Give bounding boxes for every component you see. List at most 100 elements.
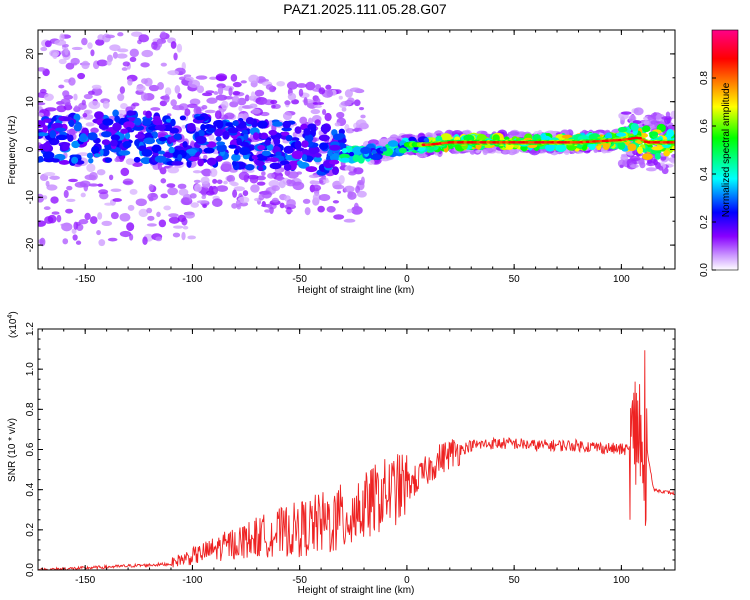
spectrogram-cell: [202, 92, 213, 97]
spectrogram-cell: [325, 84, 332, 90]
spectrogram-cell: [270, 99, 278, 105]
spectrogram-cell: [163, 94, 170, 103]
spectrogram-cell: [310, 127, 317, 133]
spectrogram-cell: [217, 86, 224, 96]
spectrogram-cell: [250, 91, 256, 100]
spectrogram-cell: [110, 211, 119, 220]
spectrogram-cell: [291, 150, 304, 160]
spectrogram-cell: [305, 81, 316, 91]
spectrogram-cell: [129, 48, 140, 58]
spectrogram-cell: [130, 31, 143, 37]
spectrogram-cell: [211, 198, 223, 207]
spectrogram-cell: [648, 131, 659, 136]
spectrogram-cell: [225, 122, 234, 127]
spectrogram-cell: [93, 153, 101, 158]
spectrogram-cell: [268, 129, 278, 136]
spectrogram-cell: [370, 154, 382, 161]
spectrogram-cell: [663, 116, 671, 125]
spectrogram-cell: [232, 189, 238, 198]
spectrogram-cell: [68, 119, 75, 128]
colorbar-tick-label: 0.4: [699, 167, 710, 181]
spectrogram-cell: [104, 157, 112, 163]
spectrogram-cell: [324, 112, 332, 122]
spectrogram-cell: [282, 120, 291, 129]
spectrogram-cell: [98, 189, 109, 195]
spectrogram-cell: [73, 221, 79, 230]
spectrogram-cell: [216, 83, 226, 89]
spectrogram-cell: [296, 160, 304, 166]
spectrogram-cell: [65, 208, 74, 214]
spectrogram-cell: [349, 87, 362, 92]
spectrogram-cell: [254, 89, 265, 97]
figure-title: PAZ1.2025.111.05.28.G07: [283, 1, 447, 17]
spectrogram-cell: [71, 156, 79, 164]
spectrogram-cell: [244, 94, 250, 102]
spectrogram-cell: [39, 237, 46, 247]
snr-x-tick-label: -100: [182, 575, 202, 586]
spectrogram-cell: [195, 75, 208, 80]
spectrogram-x-tick-label: 0: [404, 274, 410, 285]
spectrogram-cell: [216, 185, 229, 192]
spectrogram-cell: [42, 118, 52, 123]
spectrogram-cell: [286, 81, 298, 90]
spectrogram-cell: [333, 214, 345, 220]
spectrogram-cell: [285, 209, 293, 213]
spectrogram-cell: [124, 132, 131, 140]
spectrogram-cell: [271, 104, 276, 109]
spectrogram-cell: [301, 148, 310, 156]
spectrogram-cell: [314, 152, 322, 158]
spectrogram-cell: [142, 236, 148, 245]
spectrogram-cell: [226, 174, 236, 183]
spectrogram-cell: [71, 228, 77, 234]
spectrogram-cell: [62, 238, 69, 245]
spectrogram-cell: [58, 58, 67, 65]
spectrogram-cell: [117, 48, 129, 53]
spectrogram-cell: [290, 137, 300, 142]
spectrogram-y-label: Frequency (Hz): [7, 116, 18, 185]
spectrogram-cell: [104, 202, 114, 206]
spectrogram-cell: [168, 146, 175, 154]
spectrogram-cell: [62, 90, 70, 98]
spectrogram-cell: [100, 131, 112, 138]
spectrogram-cell: [206, 97, 218, 104]
colorbar-tick-label: 0.2: [699, 215, 710, 229]
spectrogram-cell: [73, 123, 82, 132]
spectrogram-cell: [215, 136, 222, 142]
spectrogram-cell: [312, 101, 325, 106]
spectrogram-cell: [319, 179, 324, 184]
colorbar: 0.0 0.2 0.4 0.6 0.8 Normalized spectral ampl…: [699, 29, 739, 277]
spectrogram-cell: [42, 142, 51, 152]
spectrogram-cell: [108, 174, 114, 181]
spectrogram-cell: [168, 216, 180, 224]
spectrogram-cell: [280, 131, 290, 137]
snr-panel: -150 -100 -50 0 50 100 0.0 0.2 0.4 0.6 0.8 1.0 1.2 H…: [7, 311, 676, 596]
spectrogram-cell: [94, 111, 104, 120]
spectrogram-cell: [308, 145, 320, 155]
spectrogram-cell: [637, 136, 643, 140]
spectrogram-cell: [160, 178, 167, 184]
spectrogram-cell: [371, 149, 377, 155]
spectrogram-cell: [110, 188, 122, 193]
spectrogram-cell: [46, 184, 58, 191]
snr-series-line: [38, 350, 675, 570]
spectrogram-cell: [238, 171, 250, 181]
spectrogram-cell: [640, 138, 646, 142]
spectrogram-cell: [301, 154, 308, 162]
spectrogram-cell: [140, 157, 152, 165]
spectrogram-x-tick-label: -150: [75, 274, 95, 285]
spectrogram-cell: [485, 147, 493, 152]
spectrogram-cell: [282, 111, 293, 121]
spectrogram-cell: [188, 79, 201, 88]
spectrogram-cell: [155, 236, 163, 242]
spectrogram-cell: [201, 105, 208, 110]
spectrogram-cell: [90, 49, 95, 57]
spectrogram-cell: [157, 39, 163, 48]
spectrogram-cell: [229, 181, 237, 186]
spectrogram-cell: [332, 133, 344, 141]
spectrogram-cell: [378, 140, 384, 145]
spectrogram-cell: [49, 175, 60, 180]
spectrogram-cell: [336, 111, 345, 119]
spectrogram-cell: [223, 180, 228, 185]
spectrogram-cell: [119, 212, 131, 222]
